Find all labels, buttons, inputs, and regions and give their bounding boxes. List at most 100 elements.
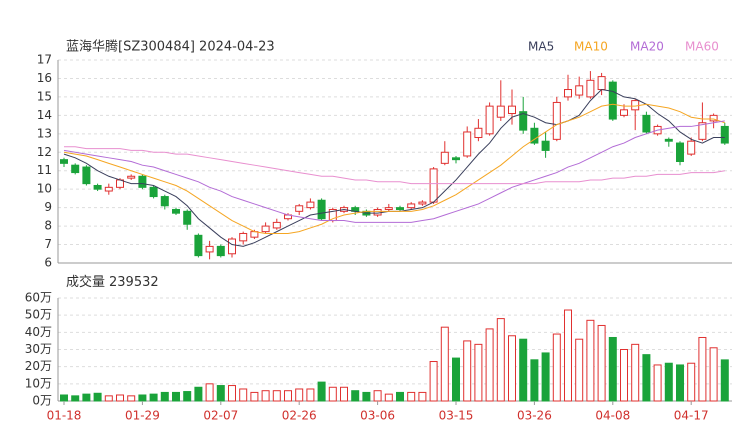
volume-bar — [138, 394, 147, 402]
x-tick-label: 04-08 — [595, 409, 630, 423]
x-tick-label: 03-06 — [360, 409, 395, 423]
candle-body — [407, 203, 416, 209]
volume-bar — [160, 391, 169, 402]
y-tick-label: 30万 — [25, 342, 52, 356]
y-tick-label: 17 — [37, 53, 52, 67]
ma-line — [64, 146, 725, 185]
candle-body — [608, 81, 617, 120]
y-tick-label: 12 — [37, 145, 52, 159]
volume-bar — [552, 333, 561, 402]
y-tick-label: 7 — [44, 237, 52, 251]
y-tick-label: 50万 — [25, 308, 52, 322]
candle-body — [519, 111, 528, 131]
volume-bar — [474, 343, 483, 402]
candle-body — [687, 140, 696, 155]
candle-body — [104, 186, 113, 192]
candle-body — [384, 207, 393, 210]
volume-bar — [373, 390, 382, 402]
volume-bar — [597, 324, 606, 402]
volume-bar — [328, 386, 337, 402]
candle-body — [418, 201, 427, 205]
candle-body — [261, 225, 270, 233]
candle-body — [82, 166, 91, 185]
volume-bar — [631, 343, 640, 402]
y-tick-label: 11 — [37, 163, 52, 177]
candle-body — [698, 122, 707, 140]
candle-body — [239, 232, 248, 242]
y-tick-label: 10 — [37, 182, 52, 196]
candle-body — [205, 245, 214, 253]
candle-body — [541, 140, 550, 151]
chart-title: 蓝海华腾[SZ300484] 2024-04-23 — [66, 39, 275, 55]
candle-body — [564, 89, 572, 98]
volume-bar — [496, 318, 505, 402]
volume-bar — [239, 388, 248, 402]
y-tick-label: 8 — [44, 219, 52, 233]
volume-bar — [564, 309, 572, 402]
y-tick-label: 13 — [37, 126, 52, 140]
candle-body — [127, 175, 136, 179]
candle-body — [620, 109, 628, 116]
volume-bar — [642, 354, 651, 402]
y-tick-label: 6 — [44, 256, 52, 270]
volume-bar — [709, 347, 718, 402]
volume-bar — [183, 391, 192, 402]
ma-line — [63, 103, 725, 234]
volume-bar — [317, 381, 326, 402]
volume-bar — [541, 352, 550, 402]
volume-bar — [272, 390, 281, 402]
volume-bar — [104, 395, 113, 402]
y-tick-label: 40万 — [25, 325, 52, 339]
y-tick-label: 60万 — [25, 291, 52, 305]
y-tick-label: 9 — [44, 200, 52, 214]
candle-body — [60, 159, 68, 164]
volume-bar — [396, 391, 404, 402]
volume-bar — [407, 391, 416, 402]
candle-body — [317, 199, 326, 220]
candle-body — [496, 105, 505, 118]
volume-bar — [620, 349, 628, 402]
volume-bar — [149, 393, 158, 402]
volume-bar — [720, 359, 729, 402]
volume-bar — [575, 338, 584, 402]
candle-body — [138, 175, 147, 188]
volume-bar — [295, 388, 304, 402]
y-tick-label: 10万 — [25, 376, 52, 390]
candle-body — [440, 151, 449, 164]
candle-body — [172, 208, 180, 214]
volume-bar — [340, 386, 348, 402]
legend-entry: MA20 — [630, 40, 664, 54]
candle-body — [508, 105, 516, 115]
candle-body — [183, 210, 192, 225]
volume-bar — [687, 362, 696, 402]
candle-body — [463, 131, 472, 157]
volume-bar — [306, 388, 315, 402]
candle-body — [664, 138, 673, 142]
volume-bar — [485, 328, 494, 402]
volume-bar — [205, 383, 214, 402]
volume-value: 239532 — [109, 275, 159, 290]
x-tick-label: 02-26 — [282, 409, 317, 423]
y-tick-label: 16 — [37, 71, 52, 85]
candle-body — [586, 79, 595, 98]
legend-entry: MA5 — [528, 40, 554, 54]
volume-bar — [429, 361, 438, 402]
candle-body — [530, 127, 539, 144]
volume-bar — [284, 390, 292, 402]
volume-bar — [698, 336, 707, 402]
volume-bar — [60, 394, 68, 402]
volume-bar — [440, 326, 449, 402]
candle-body — [485, 105, 494, 135]
volume-bar — [82, 393, 91, 402]
y-tick-label: 20万 — [25, 359, 52, 373]
candle-body — [452, 157, 460, 161]
volume-bar — [653, 364, 662, 402]
volume-bar — [608, 336, 617, 402]
candle-body — [676, 142, 684, 163]
candle-body — [149, 186, 158, 198]
volume-bar — [508, 335, 516, 402]
candle-body — [597, 76, 606, 91]
volume-bar — [519, 338, 528, 402]
volume-bar — [71, 395, 80, 402]
